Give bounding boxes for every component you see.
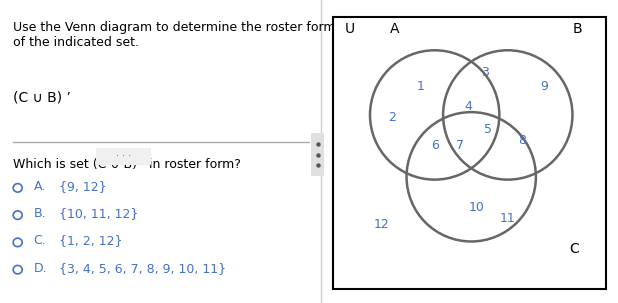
- Text: C: C: [570, 241, 580, 255]
- Text: {3, 4, 5, 6, 7, 8, 9, 10, 11}: {3, 4, 5, 6, 7, 8, 9, 10, 11}: [59, 262, 227, 275]
- Text: B: B: [572, 22, 582, 36]
- Text: 4: 4: [465, 100, 472, 113]
- Text: 7: 7: [456, 139, 464, 152]
- FancyBboxPatch shape: [310, 131, 325, 178]
- Text: 2: 2: [389, 111, 396, 124]
- Text: A: A: [390, 22, 399, 36]
- Text: C.: C.: [34, 235, 46, 247]
- Text: Which is set (C ∪ B) ’ in roster form?: Which is set (C ∪ B) ’ in roster form?: [13, 158, 241, 171]
- Text: 9: 9: [540, 80, 548, 93]
- Text: 8: 8: [518, 134, 526, 147]
- Text: {1, 2, 12}: {1, 2, 12}: [59, 235, 123, 247]
- Text: 6: 6: [431, 139, 439, 152]
- Text: 12: 12: [373, 218, 389, 231]
- Text: 1: 1: [417, 80, 425, 93]
- Text: (C ∪ B) ’: (C ∪ B) ’: [13, 91, 70, 105]
- FancyBboxPatch shape: [94, 147, 153, 166]
- Text: 3: 3: [481, 66, 489, 79]
- Text: B.: B.: [34, 207, 46, 220]
- Text: A.: A.: [34, 180, 46, 193]
- Text: D.: D.: [34, 262, 48, 275]
- Text: U: U: [345, 22, 355, 36]
- Text: {9, 12}: {9, 12}: [59, 180, 107, 193]
- Text: · · ·: · · ·: [116, 151, 131, 161]
- Text: Use the Venn diagram to determine the roster form
of the indicated set.: Use the Venn diagram to determine the ro…: [13, 21, 336, 49]
- Text: 11: 11: [500, 212, 515, 225]
- Text: {10, 11, 12}: {10, 11, 12}: [59, 207, 139, 220]
- Text: 10: 10: [469, 201, 485, 214]
- Text: 5: 5: [484, 122, 492, 135]
